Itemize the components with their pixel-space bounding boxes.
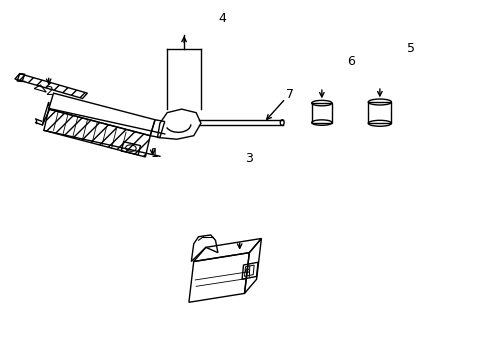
Text: 7: 7 <box>286 89 294 102</box>
Text: 2: 2 <box>45 85 53 98</box>
Text: 5: 5 <box>407 42 414 55</box>
Text: 1: 1 <box>151 147 159 160</box>
Text: 3: 3 <box>245 152 253 165</box>
Text: 6: 6 <box>346 55 354 68</box>
Text: 4: 4 <box>218 12 226 25</box>
